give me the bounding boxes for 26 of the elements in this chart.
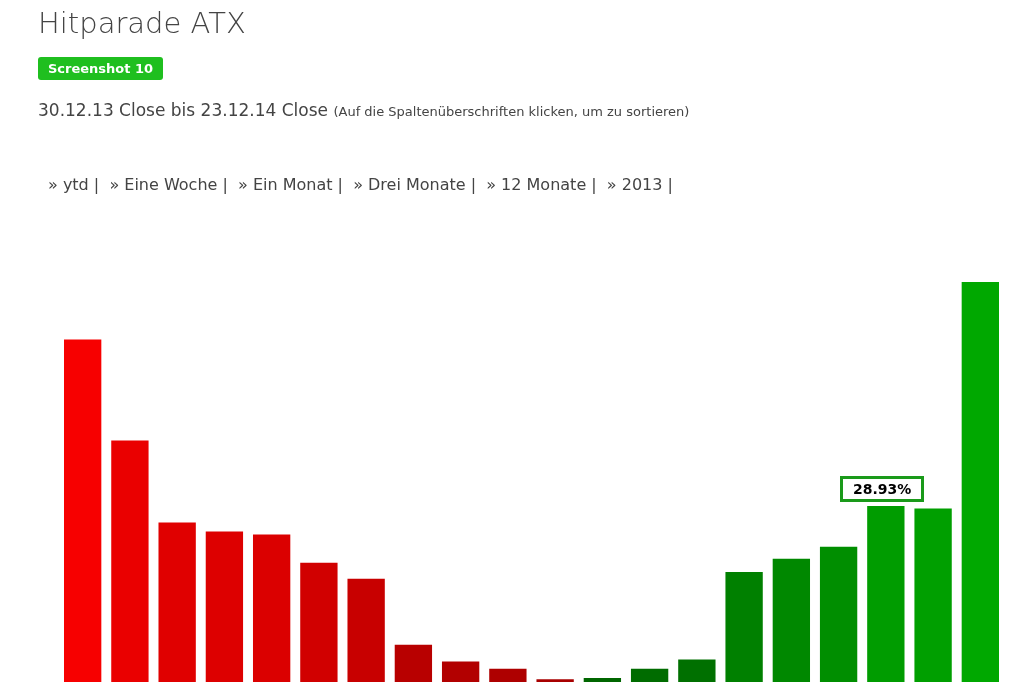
text: » ytd | » Eine Woche | » Ein Monat | » Drei Monate | » 12 Monate | » 2013 |: [48, 175, 673, 194]
text: (Auf die Spaltenüberschriften klicken, um zu sortieren): [333, 104, 690, 119]
bar: [819, 546, 858, 682]
bar: [64, 339, 102, 682]
annotation: 28.93%: [840, 476, 925, 502]
bar: [914, 508, 952, 682]
bar: [441, 661, 480, 682]
bar: [678, 659, 716, 682]
bar: [205, 531, 244, 682]
bar: [630, 668, 669, 682]
bar: [394, 644, 433, 682]
bar: [536, 679, 574, 682]
bar: [772, 558, 811, 682]
bar: [300, 562, 338, 682]
bar: [158, 522, 196, 682]
bar: [867, 506, 905, 682]
bar: [489, 668, 527, 682]
text: Screenshot 10: [38, 57, 164, 80]
chart-title: Hitparade ATX: [38, 6, 246, 40]
bar: [347, 578, 385, 682]
bar: [111, 440, 149, 682]
bar: [961, 282, 999, 682]
chart-subtitle: 30.12.13 Close bis 23.12.14 Close: [38, 100, 329, 120]
bar: [725, 572, 763, 682]
bar: [583, 678, 622, 682]
bar: [252, 534, 291, 682]
